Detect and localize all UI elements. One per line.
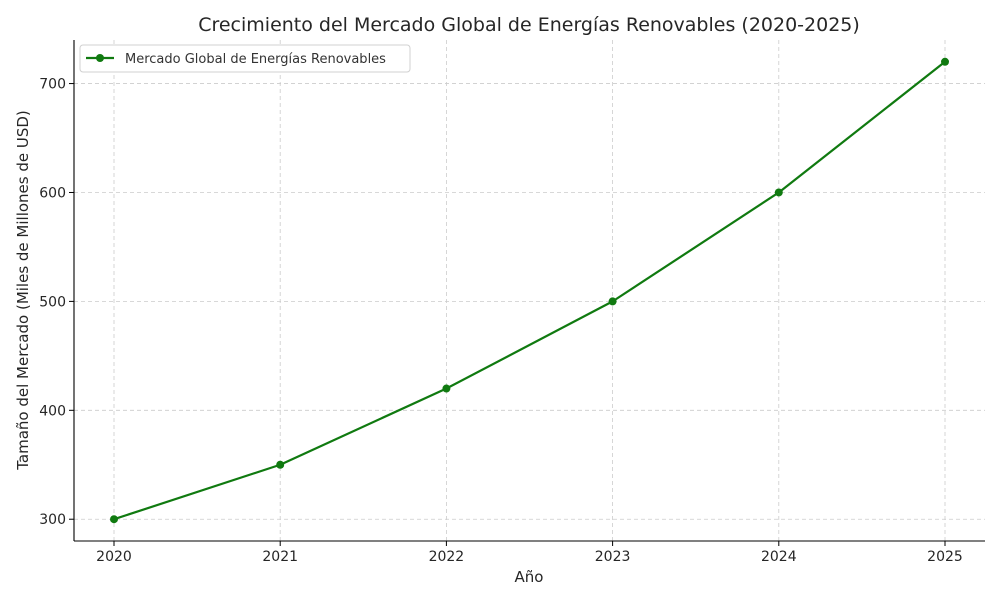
y-tick-label: 700 [39, 77, 66, 93]
x-tick-label: 2022 [429, 549, 465, 565]
y-tick-label: 300 [39, 512, 66, 528]
y-tick-label: 600 [39, 185, 66, 201]
chart-title: Crecimiento del Mercado Global de Energí… [198, 14, 860, 36]
legend-entry-label: Mercado Global de Energías Renovables [125, 52, 386, 67]
data-point [774, 188, 783, 197]
x-tick-label: 2024 [761, 549, 797, 565]
y-tick-label: 500 [39, 294, 66, 310]
x-tick-label: 2023 [595, 549, 631, 565]
ticks: 2020 2021 2022 2023 2024 2025 300 400 500 600 700 [39, 77, 963, 565]
data-point [941, 57, 949, 66]
y-axis-label: Tamaño del Mercado (Miles de Millones de… [14, 110, 32, 471]
legend-marker [96, 54, 104, 62]
data-point [276, 460, 285, 469]
y-tick-label: 400 [39, 403, 66, 419]
x-tick-label: 2021 [262, 549, 298, 565]
data-point [110, 515, 118, 524]
x-axis-label: Año [515, 568, 544, 586]
series [110, 57, 949, 524]
legend-box [79, 44, 411, 73]
axes [73, 40, 985, 542]
legend: Mercado Global de Energías Renovables [79, 44, 411, 73]
data-point [608, 297, 617, 306]
x-tick-label: 2025 [927, 549, 963, 565]
series-line [113, 60, 946, 521]
data-point [442, 384, 451, 393]
grid [74, 40, 985, 541]
x-tick-label: 2020 [96, 549, 132, 565]
